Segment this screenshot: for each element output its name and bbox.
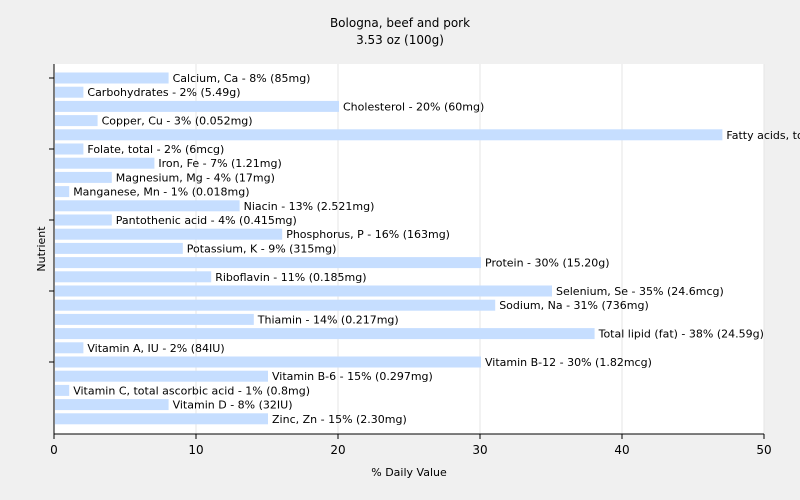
- bar-label: Cholesterol - 20% (60mg): [343, 100, 484, 113]
- bar: [55, 370, 268, 382]
- bar-label: Folate, total - 2% (6mcg): [87, 143, 224, 156]
- bar-label: Copper, Cu - 3% (0.052mg): [102, 115, 253, 128]
- bar-label: Vitamin B-12 - 30% (1.82mcg): [485, 356, 652, 369]
- bar-label: Protein - 30% (15.20g): [485, 257, 610, 270]
- bar-label: Vitamin A, IU - 2% (84IU): [87, 342, 224, 355]
- bar-label: Niacin - 13% (2.521mg): [244, 200, 375, 213]
- x-tick-label: 20: [330, 443, 345, 457]
- bar-label: Vitamin C, total ascorbic acid - 1% (0.8…: [73, 384, 310, 397]
- bar-label: Manganese, Mn - 1% (0.018mg): [73, 186, 249, 199]
- x-tick-label: 0: [50, 443, 58, 457]
- bar-label: Riboflavin - 11% (0.185mg): [215, 271, 366, 284]
- bar-label: Zinc, Zn - 15% (2.30mg): [272, 413, 407, 426]
- bar-label: Selenium, Se - 35% (24.6mcg): [556, 285, 724, 298]
- bar: [55, 214, 112, 226]
- bar: [55, 257, 481, 269]
- bar: [55, 399, 169, 411]
- bar: [55, 384, 70, 396]
- bar: [55, 285, 552, 297]
- bar: [55, 200, 240, 212]
- bar-label: Magnesium, Mg - 4% (17mg): [116, 171, 275, 184]
- bar-label: Vitamin D - 8% (32IU): [173, 399, 293, 412]
- x-axis-ticks: 0 10 20 30 40 50: [50, 434, 772, 457]
- bar: [55, 86, 84, 98]
- y-axis-title: Nutrient: [35, 226, 48, 272]
- chart-title: Bologna, beef and pork: [330, 16, 470, 30]
- bar: [55, 72, 169, 84]
- bar: [55, 171, 112, 183]
- x-tick-label: 30: [472, 443, 487, 457]
- bar: [55, 186, 70, 198]
- bar-label: Iron, Fe - 7% (1.21mg): [158, 157, 281, 170]
- bar-label: Thiamin - 14% (0.217mg): [257, 313, 399, 326]
- bar: [55, 100, 339, 112]
- bar: [55, 271, 212, 283]
- chart-subtitle: 3.53 oz (100g): [356, 33, 444, 47]
- x-tick-label: 10: [188, 443, 203, 457]
- bar-label: Vitamin B-6 - 15% (0.297mg): [272, 370, 433, 383]
- x-axis-title: % Daily Value: [371, 466, 447, 479]
- y-axis-ticks: [49, 77, 54, 363]
- bar: [55, 299, 496, 311]
- bar-label: Total lipid (fat) - 38% (24.59g): [598, 328, 764, 341]
- bar: [55, 342, 84, 354]
- bar-label: Potassium, K - 9% (315mg): [187, 242, 337, 255]
- bar-label: Carbohydrates - 2% (5.49g): [87, 86, 240, 99]
- bar: [55, 228, 283, 240]
- bar: [55, 328, 595, 340]
- x-tick-label: 50: [756, 443, 771, 457]
- bar-label: Phosphorus, P - 16% (163mg): [286, 228, 450, 241]
- x-tick-label: 40: [614, 443, 629, 457]
- bar: [55, 115, 98, 127]
- bar: [55, 157, 155, 169]
- bar-label: Fatty acids, total saturated - 47% (9.30…: [726, 129, 800, 142]
- bars-group: Calcium, Ca - 8% (85mg)Carbohydrates - 2…: [55, 72, 800, 426]
- bar-label: Sodium, Na - 31% (736mg): [499, 299, 649, 312]
- bar: [55, 313, 254, 325]
- bar: [55, 242, 183, 254]
- bar: [55, 129, 723, 141]
- bar: [55, 356, 481, 368]
- bar: [55, 413, 268, 425]
- bar-label: Pantothenic acid - 4% (0.415mg): [116, 214, 297, 227]
- bar: [55, 143, 84, 155]
- bar-label: Calcium, Ca - 8% (85mg): [173, 72, 311, 85]
